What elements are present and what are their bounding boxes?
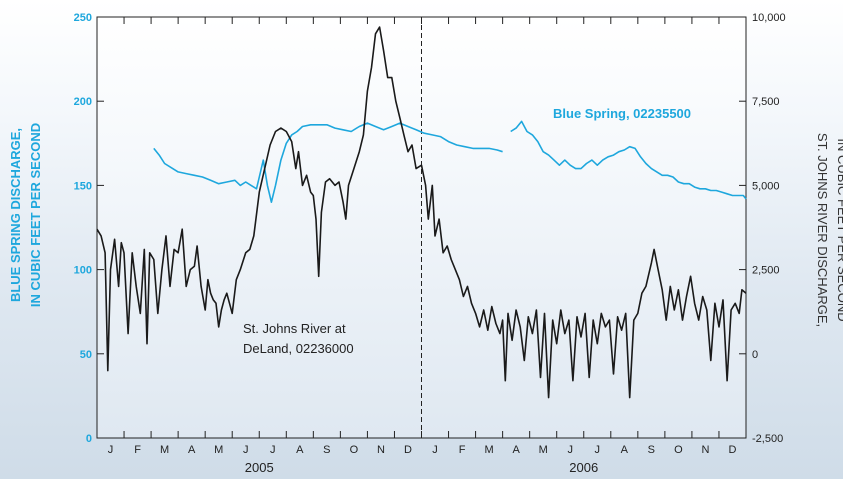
left-tick-label: 200	[74, 96, 92, 108]
left-axis-title-line1: BLUE SPRING DISCHARGE,	[8, 128, 23, 302]
month-label: A	[512, 444, 520, 456]
left-axis-title-line2: IN CUBIC FEET PER SECOND	[28, 123, 43, 307]
left-tick-label: 250	[74, 12, 92, 24]
right-tick-label: 7,500	[752, 96, 780, 108]
month-label: S	[648, 444, 655, 456]
year-label: 2005	[245, 460, 274, 475]
month-label: J	[595, 444, 601, 456]
series-line	[96, 26, 747, 399]
blue-spring-series	[153, 120, 747, 203]
month-label: J	[432, 444, 438, 456]
right-axis-title-line2: IN CUBIC FEET PER SECOND	[835, 138, 843, 321]
left-tick-label: 0	[86, 433, 92, 445]
month-label: O	[674, 444, 683, 456]
left-tick-label: 100	[74, 265, 92, 277]
month-label: J	[567, 444, 573, 456]
right-axis-title-line1: ST. JOHNS RIVER DISCHARGE,	[815, 133, 830, 327]
month-label: A	[296, 444, 304, 456]
right-tick-label: 5,000	[752, 180, 780, 192]
month-label: J	[108, 444, 114, 456]
month-label: F	[134, 444, 141, 456]
right-tick-label: 0	[752, 349, 758, 361]
series-line	[510, 120, 747, 200]
right-tick-label: -2,500	[752, 433, 783, 445]
right-axis-ticks: -2,500 0 2,500 5,000 7,500 10,000	[739, 12, 786, 445]
month-label: A	[621, 444, 629, 456]
left-axis-ticks: 0 50 100 150 200 250	[74, 12, 104, 445]
blue-spring-annotation: Blue Spring, 02235500	[553, 106, 691, 121]
right-tick-label: 2,500	[752, 265, 780, 277]
month-label: M	[539, 444, 548, 456]
series	[96, 26, 747, 399]
st-johns-series	[96, 26, 747, 399]
month-label: J	[270, 444, 276, 456]
month-label: S	[323, 444, 330, 456]
month-label: A	[188, 444, 196, 456]
left-tick-label: 50	[80, 349, 92, 361]
month-label: D	[729, 444, 737, 456]
month-label: F	[459, 444, 466, 456]
month-label: M	[214, 444, 223, 456]
month-label: O	[350, 444, 359, 456]
x-axis-ticks: J F M A M J J A S O N D J F M A M J J A S O N D 2005 2006	[108, 17, 737, 475]
series-line	[153, 122, 503, 203]
month-label: M	[485, 444, 494, 456]
month-label: D	[404, 444, 412, 456]
right-tick-label: 10,000	[752, 12, 786, 24]
year-label: 2006	[569, 460, 598, 475]
month-label: M	[160, 444, 169, 456]
month-label: N	[701, 444, 709, 456]
month-label: N	[377, 444, 385, 456]
st-johns-annotation-line2: DeLand, 02236000	[243, 341, 354, 356]
st-johns-annotation-line1: St. Johns River at	[243, 321, 346, 336]
left-tick-label: 150	[74, 180, 92, 192]
month-label: J	[243, 444, 249, 456]
